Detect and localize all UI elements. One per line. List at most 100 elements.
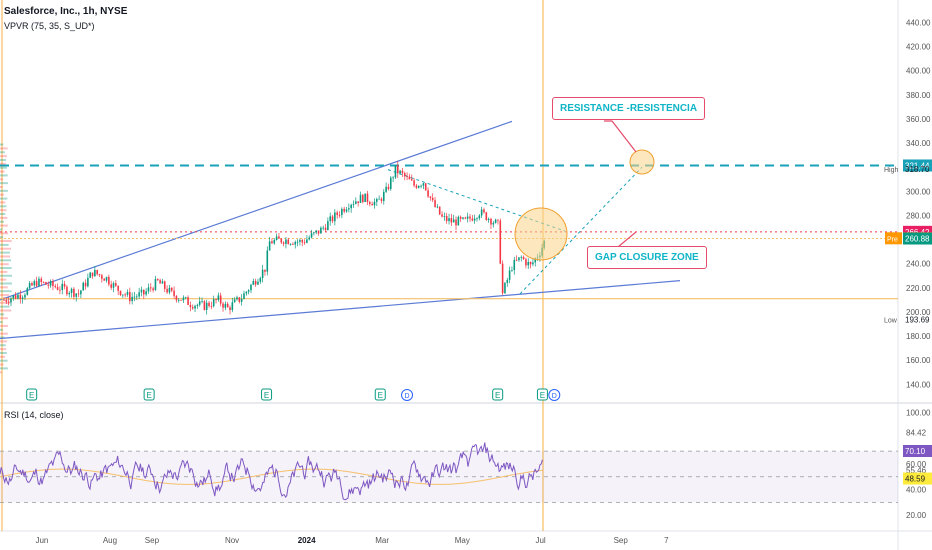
projection-trendline xyxy=(519,166,643,295)
rsi-indicator-label[interactable]: RSI (14, close) xyxy=(4,410,64,420)
earnings-event-box xyxy=(536,388,548,401)
candle-body xyxy=(473,218,476,221)
candle-body xyxy=(308,237,311,240)
candle-body xyxy=(47,284,50,286)
candle-body xyxy=(254,281,257,285)
candle-body xyxy=(385,186,387,192)
candle-body xyxy=(177,299,180,301)
candle-body xyxy=(52,281,54,287)
volume-profile-bar xyxy=(0,147,8,150)
rsi-label-box xyxy=(903,472,932,485)
volume-profile-bar xyxy=(0,259,11,262)
candle-body xyxy=(296,241,299,243)
candle-body xyxy=(345,209,348,212)
candle-body xyxy=(469,216,471,219)
volume-profile-bar xyxy=(0,178,4,181)
candle-body xyxy=(341,208,343,216)
candle-body xyxy=(191,307,194,309)
upper-channel-line xyxy=(0,120,513,301)
candle-body xyxy=(401,170,404,174)
candle-body xyxy=(149,287,152,289)
candle-body xyxy=(399,170,401,174)
price-tick-label: 220.00 xyxy=(906,284,931,293)
vpvr-indicator-label[interactable]: VPVR (75, 35, S_UD*) xyxy=(4,21,95,31)
candle-body xyxy=(21,297,24,299)
candle-body xyxy=(264,269,266,272)
candle-body xyxy=(350,204,352,209)
candle-body xyxy=(168,287,171,293)
volume-profile-bar xyxy=(0,301,11,304)
candle-body xyxy=(376,199,378,202)
candle-body xyxy=(406,176,408,178)
candle-body xyxy=(26,288,29,295)
rsi-line xyxy=(0,442,543,501)
candle-body xyxy=(31,283,33,286)
candle-body xyxy=(94,269,96,277)
candle-body xyxy=(494,219,497,223)
candle-body xyxy=(306,239,308,243)
candle-body xyxy=(77,293,80,295)
volume-profile-bar xyxy=(0,270,8,273)
candle-body xyxy=(364,193,366,203)
volume-profile-bar xyxy=(0,336,5,339)
candle-body xyxy=(266,250,269,272)
candle-body xyxy=(301,240,304,243)
candle-body xyxy=(252,281,255,285)
time-axis-label: Nov xyxy=(225,536,239,545)
candle-body xyxy=(492,222,495,225)
candle-body xyxy=(280,238,283,243)
candle-body xyxy=(61,283,64,291)
candle-body xyxy=(292,243,294,245)
candle-body xyxy=(231,302,234,310)
candle-body xyxy=(243,293,245,299)
candle-body xyxy=(299,240,301,242)
candle-body xyxy=(198,301,201,305)
candle-body xyxy=(117,285,119,291)
candle-body xyxy=(261,269,264,279)
candle-body xyxy=(42,282,45,283)
candle-body xyxy=(348,208,350,210)
candle-body xyxy=(203,301,206,310)
candle-body xyxy=(513,259,516,270)
candle-body xyxy=(448,218,450,222)
candle-body xyxy=(420,185,422,187)
candle-body xyxy=(66,286,68,295)
candle-body xyxy=(54,286,57,288)
candle-body xyxy=(49,281,52,286)
candle-body xyxy=(91,272,94,277)
volume-profile-bar xyxy=(0,189,8,192)
candle-body xyxy=(413,180,415,186)
price-label: 318.70 xyxy=(905,165,930,174)
volume-profile-bar xyxy=(0,355,5,358)
volume-profile-bar xyxy=(0,166,8,169)
candle-body xyxy=(389,177,392,190)
candle-body xyxy=(373,201,376,206)
chart-title: Salesforce, Inc., 1h, NYSE xyxy=(4,6,128,17)
candle-body xyxy=(268,241,271,251)
volume-profile-bar xyxy=(0,363,4,366)
candle-body xyxy=(485,212,488,220)
candle-body xyxy=(443,215,446,217)
candle-body xyxy=(504,282,506,294)
volume-profile-bar xyxy=(0,224,8,227)
candle-body xyxy=(119,290,122,296)
time-axis-label: 7 xyxy=(664,536,669,545)
candle-body xyxy=(194,305,196,309)
volume-profile-bar xyxy=(0,209,7,212)
volume-profile-bar xyxy=(0,193,4,196)
candle-body xyxy=(96,269,98,275)
candle-body xyxy=(159,280,161,284)
volume-profile-bar xyxy=(0,216,8,219)
candle-body xyxy=(273,239,276,244)
candle-body xyxy=(35,281,38,286)
candle-body xyxy=(369,202,371,205)
volume-profile-bar xyxy=(0,359,8,362)
candle-body xyxy=(210,306,213,307)
volume-profile-bar xyxy=(0,170,5,173)
volume-profile-bar xyxy=(0,340,8,343)
candle-body xyxy=(445,215,448,222)
earnings-event-label: E xyxy=(495,391,500,400)
candle-body xyxy=(56,287,59,290)
volume-profile-bar xyxy=(0,324,8,327)
